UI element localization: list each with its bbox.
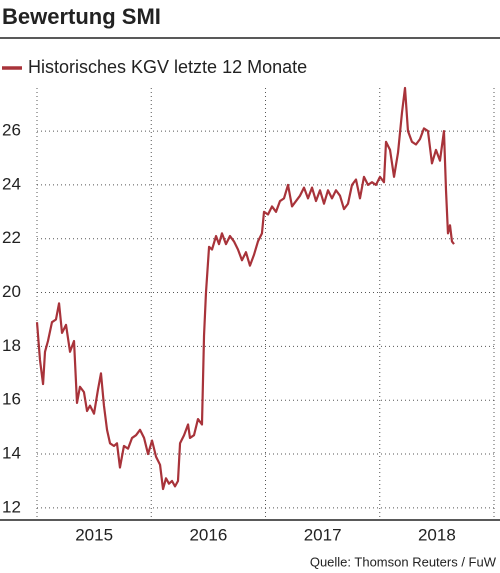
x-tick-label: 2015: [75, 525, 113, 544]
y-tick-label: 14: [2, 444, 21, 463]
y-tick-label: 20: [2, 282, 21, 301]
y-tick-label: 16: [2, 390, 21, 409]
y-tick-label: 22: [2, 228, 21, 247]
legend-label: Historisches KGV letzte 12 Monate: [28, 57, 307, 77]
y-tick-label: 18: [2, 336, 21, 355]
y-tick-label: 12: [2, 497, 21, 516]
x-tick-label: 2017: [304, 525, 342, 544]
x-tick-label: 2018: [418, 525, 456, 544]
x-tick-label: 2016: [189, 525, 227, 544]
data-line: [35, 86, 455, 491]
y-tick-label: 26: [2, 121, 21, 140]
source: Quelle: Thomson Reuters / FuW: [310, 554, 497, 569]
y-tick-label: 24: [2, 174, 21, 193]
chart-title: Bewertung SMI: [2, 4, 161, 29]
